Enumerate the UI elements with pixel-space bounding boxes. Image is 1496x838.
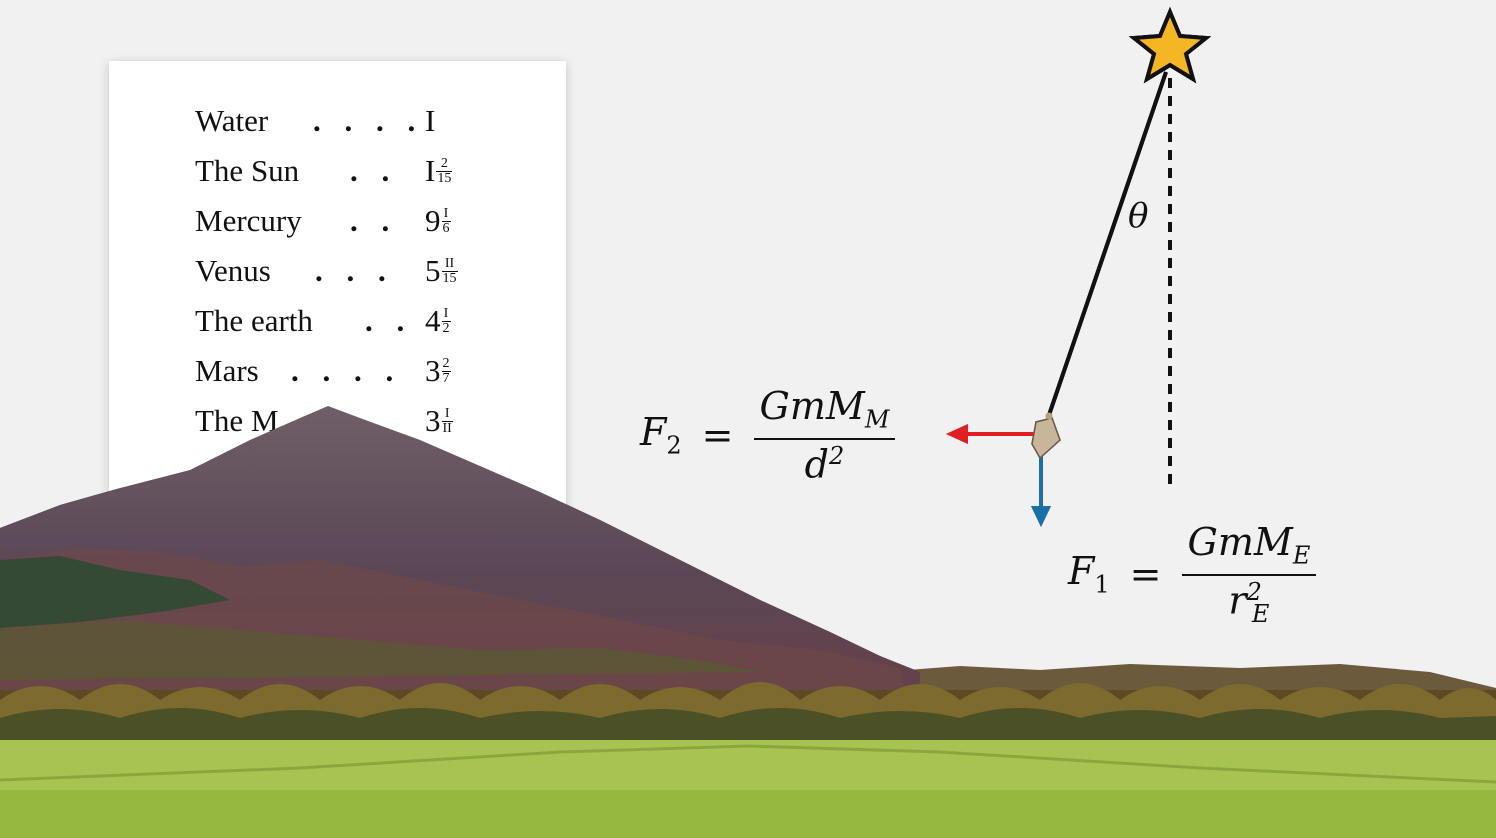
row-name: Water	[195, 103, 269, 138]
row-dots: . . . .	[291, 353, 402, 388]
row-value: I	[425, 103, 436, 138]
f1-lhs: F1	[1068, 549, 1110, 599]
row-name: The M	[195, 403, 279, 438]
f2-numerator: GmMM	[753, 384, 896, 440]
f1-equals: =	[1129, 551, 1162, 596]
f2-denominator: d2	[804, 441, 845, 487]
f1-numerator: GmME	[1181, 520, 1317, 576]
row-value: I 2 15	[425, 153, 453, 188]
row-name: Mars	[195, 353, 259, 388]
equation-f1: F1 = GmME r2E	[1068, 520, 1317, 628]
row-dots: . .	[365, 303, 413, 338]
f1-denominator: r2E	[1228, 577, 1270, 628]
f1-fraction: GmME r2E	[1181, 520, 1317, 628]
f2-equals: =	[701, 413, 734, 458]
angle-theta-label: θ	[1128, 196, 1149, 236]
row-dots: . .	[350, 153, 398, 188]
row-value: 5 II 15	[425, 253, 458, 288]
row-name: The Sun	[195, 153, 300, 188]
row-dots: . . .	[315, 253, 394, 288]
row-value: 3 I II	[425, 403, 453, 438]
row-dots: . .	[350, 203, 398, 238]
row-dots: . . . .	[313, 103, 424, 138]
row-name: Mercury	[195, 203, 302, 238]
row-name: Venus	[195, 253, 271, 288]
equation-f2: F2 = GmMM d2	[640, 384, 896, 487]
f2-lhs: F2	[640, 410, 682, 460]
row-name: The earth	[195, 303, 313, 338]
f2-fraction: GmMM d2	[753, 384, 896, 487]
